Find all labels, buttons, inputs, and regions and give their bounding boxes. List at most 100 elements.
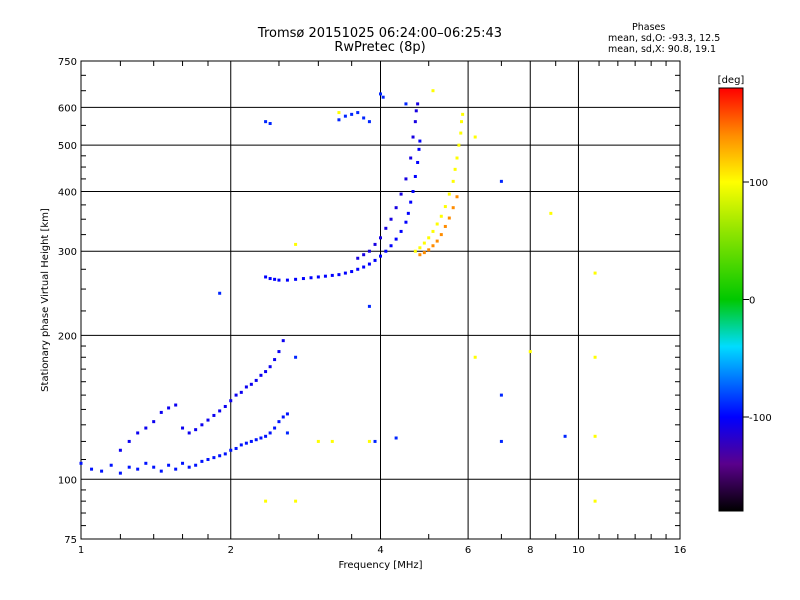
echo-point — [127, 439, 131, 443]
echo-point — [174, 403, 178, 407]
echo-point — [152, 420, 156, 424]
colorbar-label: [deg] — [718, 75, 745, 86]
echo-point — [127, 465, 131, 469]
echo-point — [417, 147, 421, 151]
echo-point — [337, 273, 341, 277]
echo-point — [404, 177, 408, 181]
echo-point — [457, 143, 461, 147]
echo-point — [455, 195, 459, 199]
echo-point — [277, 420, 281, 424]
echo-point — [200, 423, 204, 427]
echo-point — [330, 273, 334, 277]
echo-point — [459, 131, 463, 135]
echo-point — [239, 443, 243, 447]
echo-point — [394, 436, 398, 440]
echo-point — [367, 262, 371, 266]
echo-point — [187, 431, 191, 435]
echo-point — [249, 382, 253, 386]
echo-point — [563, 434, 567, 438]
echo-point — [249, 439, 253, 443]
echo-point — [389, 217, 393, 221]
echo-point — [218, 454, 222, 458]
echo-point — [422, 251, 426, 255]
x-tick-label: 8 — [527, 545, 533, 556]
echo-point — [181, 426, 185, 430]
echo-point — [337, 111, 341, 115]
phase-info-heading: Phases — [632, 22, 666, 33]
echo-point — [118, 471, 122, 475]
echo-point — [187, 465, 191, 469]
echo-point — [181, 461, 185, 465]
echo-point — [316, 439, 320, 443]
echo-point — [404, 220, 408, 224]
echo-point — [356, 111, 360, 115]
echo-point — [264, 120, 268, 124]
echo-point — [411, 135, 415, 139]
echo-point — [244, 441, 248, 445]
echo-point — [431, 89, 435, 93]
echo-point — [234, 446, 238, 450]
y-tick-label: 200 — [58, 331, 77, 342]
y-tick-label: 600 — [58, 103, 77, 114]
echo-point — [356, 267, 360, 271]
colorbar-tick-label: -100 — [749, 413, 772, 424]
echo-point — [367, 439, 371, 443]
echo-point — [499, 439, 503, 443]
y-tick-label: 300 — [58, 247, 77, 258]
echo-point — [167, 463, 171, 467]
echo-point — [418, 139, 422, 143]
echo-point — [411, 189, 415, 193]
x-tick-label: 4 — [377, 545, 383, 556]
x-tick-label: 6 — [465, 545, 471, 556]
echo-point — [273, 358, 277, 362]
echo-point — [373, 439, 377, 443]
echo-point — [528, 350, 532, 354]
x-tick-label: 1 — [78, 545, 84, 556]
echo-point — [167, 406, 171, 410]
echo-point — [259, 373, 263, 377]
phase-info-x-mode: mean, sd,X: 90.8, 19.1 — [608, 44, 717, 55]
echo-point — [451, 179, 455, 183]
echo-point — [90, 467, 94, 471]
echo-point — [254, 438, 258, 442]
echo-point — [418, 246, 422, 250]
echo-point — [152, 465, 156, 469]
x-tick-label: 10 — [572, 545, 585, 556]
echo-point — [268, 365, 272, 369]
echo-point — [212, 413, 216, 417]
echo-point — [404, 102, 408, 106]
echo-point — [431, 229, 435, 233]
echo-point — [200, 459, 204, 463]
y-tick-label: 75 — [64, 535, 77, 546]
echo-point — [268, 277, 272, 281]
echo-point — [362, 116, 366, 120]
echo-point — [367, 120, 371, 124]
echo-point — [118, 448, 122, 452]
echo-point — [277, 350, 281, 354]
echo-point — [218, 409, 222, 413]
y-tick-label: 400 — [58, 187, 77, 198]
echo-point — [100, 469, 104, 473]
echo-point — [413, 249, 417, 253]
echo-point — [431, 244, 435, 248]
echo-point — [416, 160, 420, 164]
echo-point — [427, 236, 431, 240]
echo-point — [144, 461, 148, 465]
echo-point — [356, 256, 360, 260]
echo-point — [285, 412, 289, 416]
x-tick-label: 16 — [674, 545, 687, 556]
echo-point — [268, 431, 272, 435]
echo-point — [443, 224, 447, 228]
echo-point — [223, 452, 227, 456]
echo-point — [144, 426, 148, 430]
echo-point — [593, 271, 597, 275]
echo-point — [443, 205, 447, 209]
echo-point — [343, 114, 347, 118]
echo-point — [394, 237, 398, 241]
plot-frame — [80, 60, 681, 540]
echo-point — [389, 244, 393, 248]
echo-point — [367, 304, 371, 308]
echo-point — [593, 499, 597, 503]
echo-point — [136, 431, 140, 435]
y-tick-label: 100 — [58, 475, 77, 486]
